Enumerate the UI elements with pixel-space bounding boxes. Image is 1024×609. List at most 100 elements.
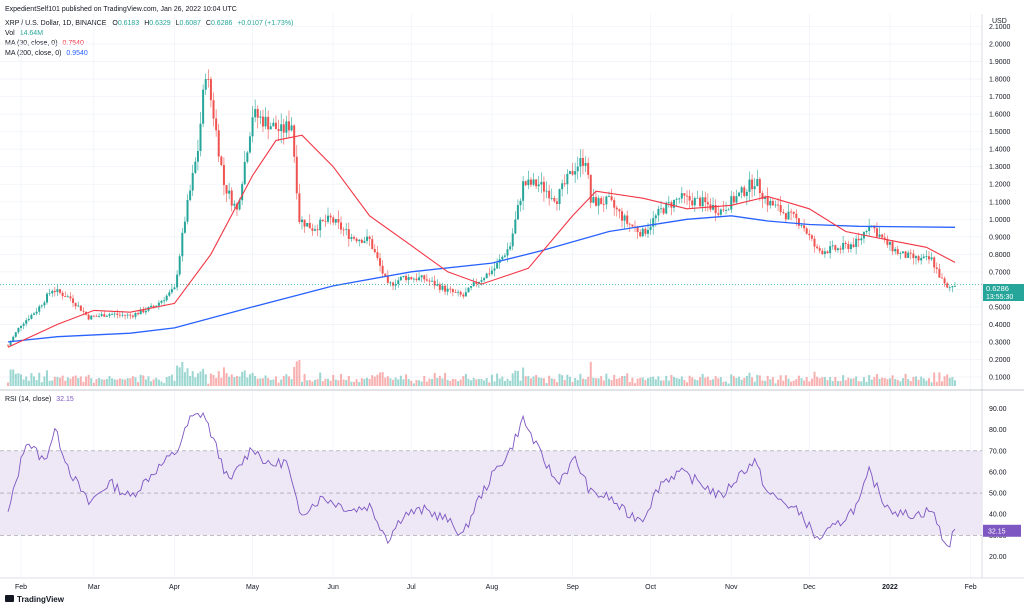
volume-bar <box>751 377 754 386</box>
volume-bar <box>878 378 881 386</box>
volume-bar <box>537 377 540 386</box>
volume-bar <box>548 375 551 386</box>
tradingview-logo: TradingView <box>5 595 65 604</box>
candle-body <box>287 121 290 131</box>
volume-bar <box>256 378 259 386</box>
candle-body <box>907 252 910 258</box>
volume-bar <box>579 373 582 386</box>
volume-bar <box>857 381 860 386</box>
volume-bar <box>269 379 272 386</box>
volume-bar <box>925 380 928 386</box>
time-tick-label: 2022 <box>882 584 898 591</box>
candle-body <box>891 241 894 252</box>
candle-body <box>25 320 28 324</box>
volume-bar <box>438 375 441 386</box>
volume-bar <box>574 378 577 386</box>
candle-body <box>813 238 816 247</box>
volume-bar <box>868 375 871 386</box>
volume-bar <box>888 378 891 386</box>
candle-body <box>74 302 77 307</box>
volume-bar <box>696 380 699 386</box>
last-price-tag <box>983 284 1024 301</box>
volume-label: Vol <box>5 30 15 37</box>
volume-bar <box>98 377 101 386</box>
volume-bar <box>410 380 413 386</box>
candle-body <box>248 136 251 153</box>
volume-bar <box>839 381 842 386</box>
volume-bar <box>319 372 322 386</box>
candle-body <box>9 341 12 346</box>
volume-bar <box>740 379 743 386</box>
candle-body <box>27 318 30 321</box>
candle-body <box>623 215 626 221</box>
volume-bar <box>675 377 678 386</box>
volume-bar <box>753 381 756 386</box>
candle-body <box>176 274 179 288</box>
price-tick-label: 1.4000 <box>989 147 1011 154</box>
candle-body <box>857 238 860 241</box>
volume-bar <box>282 376 285 386</box>
candle-body <box>457 291 460 293</box>
volume-bar <box>163 383 166 386</box>
volume-bar <box>472 377 475 386</box>
candle-body <box>693 198 696 206</box>
candle-body <box>888 241 891 245</box>
candle-body <box>951 286 954 288</box>
candle-body <box>805 228 808 234</box>
volume-bar <box>522 367 525 386</box>
candle-body <box>894 249 897 252</box>
candle-body <box>433 280 436 286</box>
candle-body <box>480 280 483 282</box>
candle-body <box>563 183 566 185</box>
volume-bar <box>935 381 938 386</box>
candle-body <box>100 314 103 316</box>
candle-body <box>157 302 160 306</box>
volume-bar <box>173 380 176 386</box>
candle-body <box>142 309 145 313</box>
candle-body <box>285 121 288 133</box>
candle-body <box>160 300 163 303</box>
time-tick-label: Sep <box>566 584 579 591</box>
volume-bar <box>222 367 225 386</box>
candle-body <box>940 277 943 279</box>
volume-bar <box>189 376 192 386</box>
candle-body <box>917 256 920 261</box>
volume-bar <box>576 380 579 386</box>
candle-body <box>784 213 787 220</box>
volume-bar <box>511 373 514 386</box>
rsi-legend: RSI (14, close) 32.15 <box>5 396 74 403</box>
volume-bar <box>626 373 629 386</box>
volume-bar <box>74 375 77 386</box>
candle-body <box>22 323 25 326</box>
candle-body <box>797 218 800 226</box>
candle-body <box>631 224 634 227</box>
candle-body <box>881 234 884 238</box>
candle-body <box>852 244 855 247</box>
ohlc-c-value: 0.6286 <box>211 20 233 27</box>
volume-bar <box>563 379 566 386</box>
volume-bar <box>662 380 665 386</box>
ohlc-l-label: L <box>176 20 180 27</box>
volume-bar <box>829 377 832 386</box>
volume-bar <box>53 376 56 386</box>
candle-body <box>384 273 387 277</box>
candle-body <box>196 150 199 162</box>
candle-body <box>714 205 717 214</box>
candle-body <box>909 252 912 254</box>
volume-bar <box>303 373 306 386</box>
volume-bar <box>14 373 17 386</box>
volume-bar <box>873 377 876 386</box>
volume-bar <box>623 375 626 386</box>
volume-bar <box>946 374 949 386</box>
candle-body <box>277 129 280 132</box>
volume-bar <box>862 377 865 386</box>
price-tick-label: 1.0000 <box>989 217 1011 224</box>
volume-bar <box>186 368 189 386</box>
candle-body <box>509 246 512 250</box>
candle-body <box>376 252 379 259</box>
volume-bar <box>686 382 689 386</box>
candle-body <box>313 229 316 231</box>
candle-body <box>103 314 106 317</box>
candle-body <box>61 292 64 297</box>
